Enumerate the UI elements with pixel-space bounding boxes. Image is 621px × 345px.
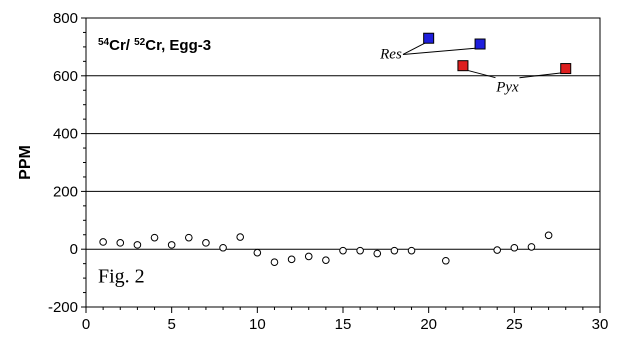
- y-tick-label: 400: [53, 126, 78, 143]
- leader-line: [402, 47, 479, 55]
- data-point-circle: [99, 238, 107, 246]
- data-point-circle: [202, 239, 210, 247]
- gridlines: [86, 75, 600, 250]
- y-axis-label: PPM: [17, 145, 34, 180]
- plot-area-frame: [85, 17, 601, 308]
- y-tick-label: 600: [53, 68, 78, 85]
- data-point-circle: [493, 246, 502, 254]
- series-labels: Res Pyx: [379, 46, 519, 95]
- data-points: [99, 32, 572, 267]
- data-point-circle: [527, 243, 536, 251]
- title-superscript-54: 54: [98, 37, 110, 48]
- data-point-circle: [185, 233, 193, 242]
- data-point-circle: [339, 246, 347, 255]
- leader-line: [402, 41, 427, 55]
- data-point-res: [474, 38, 486, 50]
- label-leader-lines: [402, 41, 564, 79]
- data-point-circle: [133, 241, 142, 249]
- data-point-circle: [270, 258, 279, 267]
- data-point-circle: [253, 248, 262, 257]
- x-tick-label: 20: [420, 316, 437, 333]
- figure-label: Fig. 2: [98, 265, 145, 287]
- data-point-circle: [150, 233, 159, 242]
- title-part-1: Cr/: [109, 37, 134, 54]
- x-tick-label: 30: [592, 316, 609, 333]
- data-point-circle: [407, 246, 416, 255]
- data-point-circle: [287, 255, 296, 264]
- x-tick-label: 25: [506, 316, 523, 333]
- x-tick-labels: 0 5 10 15 20 25 30: [82, 316, 609, 333]
- title-part-2: Cr, Egg-3: [145, 37, 211, 54]
- chart-title: 54Cr/ 52Cr, Egg-3: [98, 37, 211, 54]
- x-tick-label: 10: [249, 316, 266, 333]
- y-tick-label: 800: [53, 10, 78, 27]
- data-point-circle: [304, 252, 313, 261]
- y-tick-label: -200: [48, 299, 78, 316]
- data-point-pyx: [560, 63, 572, 75]
- data-point-circle: [510, 243, 519, 252]
- data-point-res: [423, 32, 435, 44]
- data-point-circle: [167, 241, 176, 249]
- leader-line: [519, 72, 564, 79]
- series-label-pyx: Pyx: [495, 80, 519, 96]
- leader-line: [464, 69, 496, 79]
- x-tick-label: 0: [82, 316, 90, 333]
- data-point-circle: [219, 243, 227, 252]
- y-tick-labels: -200 0 200 400 600 800: [48, 10, 78, 316]
- axes: [81, 17, 601, 313]
- x-tick-label: 15: [335, 316, 352, 333]
- y-tick-label: 200: [53, 183, 78, 200]
- data-point-circle: [356, 246, 364, 255]
- data-point-circle: [373, 249, 382, 258]
- data-point-pyx: [457, 60, 469, 72]
- data-point-circle: [390, 246, 399, 255]
- data-point-circle: [442, 256, 450, 265]
- x-tick-label: 5: [167, 316, 175, 333]
- data-point-circle: [322, 256, 330, 264]
- data-point-circle: [116, 239, 125, 247]
- y-tick-label: 0: [70, 241, 78, 258]
- data-point-circle: [236, 233, 244, 241]
- data-point-circle: [544, 231, 553, 240]
- title-superscript-52: 52: [134, 37, 146, 48]
- series-label-res: Res: [379, 46, 402, 62]
